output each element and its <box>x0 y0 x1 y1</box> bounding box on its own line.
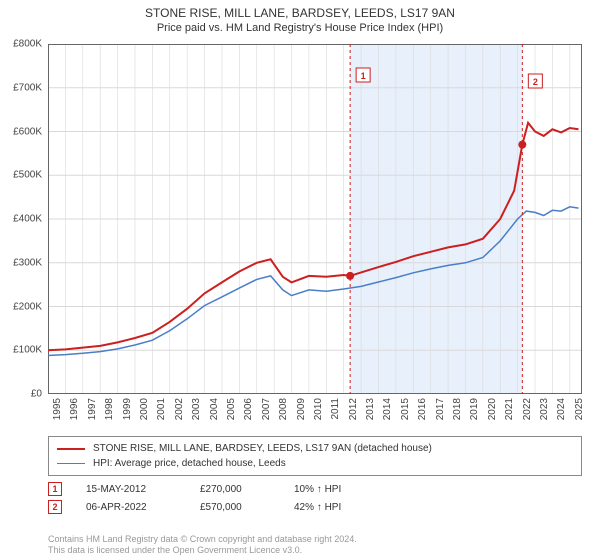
sale-date-2: 06-APR-2022 <box>86 502 176 513</box>
sale-marker-2: 2 <box>48 500 62 514</box>
x-tick-label: 2014 <box>382 398 393 428</box>
x-tick-label: 1995 <box>52 398 63 428</box>
x-tick-label: 2005 <box>226 398 237 428</box>
line-chart-svg: 12 <box>48 44 582 394</box>
x-tick-label: 2020 <box>487 398 498 428</box>
legend: STONE RISE, MILL LANE, BARDSEY, LEEDS, L… <box>48 436 582 476</box>
sale-diff-1: 10% ↑ HPI <box>294 484 374 495</box>
footer-line-1: Contains HM Land Registry data © Crown c… <box>48 534 357 545</box>
x-tick-label: 2006 <box>243 398 254 428</box>
x-tick-label: 2003 <box>191 398 202 428</box>
svg-text:1: 1 <box>361 71 366 81</box>
x-tick-label: 2008 <box>278 398 289 428</box>
y-tick-label: £700K <box>0 82 42 93</box>
x-tick-label: 2010 <box>313 398 324 428</box>
legend-row-hpi: HPI: Average price, detached house, Leed… <box>57 456 573 471</box>
legend-swatch-hpi <box>57 463 85 465</box>
sale-price-1: £270,000 <box>200 484 270 495</box>
y-tick-label: £400K <box>0 214 42 225</box>
sale-row-1: 1 15-MAY-2012 £270,000 10% ↑ HPI <box>48 480 582 498</box>
y-tick-label: £200K <box>0 301 42 312</box>
x-tick-label: 2007 <box>261 398 272 428</box>
x-tick-label: 2018 <box>452 398 463 428</box>
x-tick-label: 2016 <box>417 398 428 428</box>
x-tick-label: 2015 <box>400 398 411 428</box>
x-tick-label: 2024 <box>556 398 567 428</box>
chart-subtitle: Price paid vs. HM Land Registry's House … <box>0 20 600 40</box>
x-tick-label: 2004 <box>209 398 220 428</box>
footer-attribution: Contains HM Land Registry data © Crown c… <box>48 534 357 557</box>
footer-line-2: This data is licensed under the Open Gov… <box>48 545 357 556</box>
x-tick-label: 2000 <box>139 398 150 428</box>
sale-date-1: 15-MAY-2012 <box>86 484 176 495</box>
x-tick-label: 2011 <box>330 398 341 428</box>
sale-diff-2: 42% ↑ HPI <box>294 502 374 513</box>
y-tick-label: £600K <box>0 126 42 137</box>
y-tick-label: £500K <box>0 170 42 181</box>
x-tick-label: 2017 <box>435 398 446 428</box>
y-tick-label: £100K <box>0 345 42 356</box>
y-tick-label: £0 <box>0 389 42 400</box>
sale-price-2: £570,000 <box>200 502 270 513</box>
x-tick-label: 2012 <box>348 398 359 428</box>
legend-label-property: STONE RISE, MILL LANE, BARDSEY, LEEDS, L… <box>93 441 432 456</box>
x-tick-label: 2009 <box>296 398 307 428</box>
sale-marker-1: 1 <box>48 482 62 496</box>
svg-text:2: 2 <box>533 77 538 87</box>
x-tick-label: 1997 <box>87 398 98 428</box>
x-tick-label: 2022 <box>522 398 533 428</box>
sales-table: 1 15-MAY-2012 £270,000 10% ↑ HPI 2 06-AP… <box>48 480 582 516</box>
y-tick-label: £300K <box>0 257 42 268</box>
x-tick-label: 2002 <box>174 398 185 428</box>
x-tick-label: 1999 <box>122 398 133 428</box>
chart-area: 12 <box>48 44 582 394</box>
legend-swatch-property <box>57 448 85 450</box>
x-tick-label: 1998 <box>104 398 115 428</box>
x-tick-label: 2019 <box>469 398 480 428</box>
y-tick-label: £800K <box>0 39 42 50</box>
legend-label-hpi: HPI: Average price, detached house, Leed… <box>93 456 286 471</box>
x-tick-label: 2021 <box>504 398 515 428</box>
x-tick-label: 2025 <box>574 398 585 428</box>
chart-title: STONE RISE, MILL LANE, BARDSEY, LEEDS, L… <box>0 0 600 20</box>
legend-row-property: STONE RISE, MILL LANE, BARDSEY, LEEDS, L… <box>57 441 573 456</box>
x-tick-label: 2013 <box>365 398 376 428</box>
sale-row-2: 2 06-APR-2022 £570,000 42% ↑ HPI <box>48 498 582 516</box>
x-tick-label: 1996 <box>69 398 80 428</box>
x-tick-label: 2001 <box>156 398 167 428</box>
x-tick-label: 2023 <box>539 398 550 428</box>
